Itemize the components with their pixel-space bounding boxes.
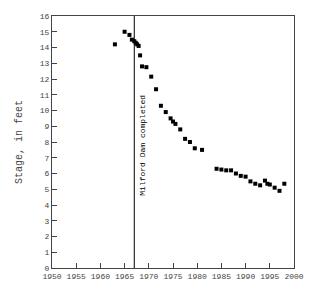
svg-text:2000: 2000: [284, 272, 303, 281]
svg-text:10: 10: [40, 106, 50, 115]
svg-text:Stage, in feet: Stage, in feet: [14, 100, 25, 184]
svg-text:1980: 1980: [188, 272, 207, 281]
svg-text:7: 7: [45, 154, 50, 163]
svg-text:4: 4: [45, 201, 50, 210]
svg-text:1985: 1985: [212, 272, 231, 281]
svg-text:12: 12: [40, 75, 50, 84]
svg-text:13: 13: [40, 59, 50, 68]
svg-text:15: 15: [40, 28, 50, 37]
svg-text:Milford Dam completed: Milford Dam completed: [138, 95, 147, 196]
svg-text:11: 11: [40, 91, 50, 100]
svg-text:2: 2: [45, 232, 50, 241]
svg-text:9: 9: [45, 122, 50, 131]
svg-text:14: 14: [40, 43, 50, 52]
svg-text:1990: 1990: [236, 272, 255, 281]
svg-text:0: 0: [45, 264, 50, 273]
svg-text:1: 1: [45, 248, 50, 257]
svg-text:16: 16: [40, 12, 50, 21]
svg-text:5: 5: [45, 185, 50, 194]
svg-text:1965: 1965: [115, 272, 134, 281]
svg-text:6: 6: [45, 169, 50, 178]
svg-text:1970: 1970: [139, 272, 158, 281]
svg-text:1975: 1975: [163, 272, 182, 281]
svg-text:3: 3: [45, 217, 50, 226]
svg-text:1950: 1950: [42, 272, 61, 281]
svg-text:1955: 1955: [67, 272, 86, 281]
svg-text:1960: 1960: [91, 272, 110, 281]
svg-text:8: 8: [45, 138, 50, 147]
svg-text:1995: 1995: [260, 272, 279, 281]
